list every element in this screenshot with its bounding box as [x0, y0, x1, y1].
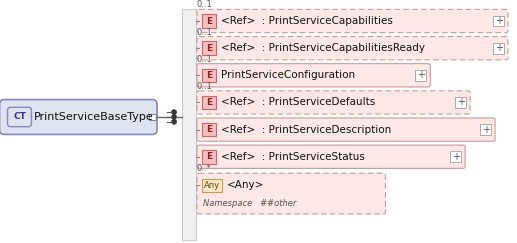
Circle shape	[172, 119, 176, 124]
Circle shape	[172, 110, 176, 114]
FancyBboxPatch shape	[197, 91, 470, 114]
Text: 0..1: 0..1	[197, 82, 212, 91]
FancyBboxPatch shape	[197, 118, 495, 141]
Text: PrintServiceConfiguration: PrintServiceConfiguration	[221, 70, 355, 80]
Text: Namespace   ##other: Namespace ##other	[203, 199, 296, 208]
Bar	[148, 113, 156, 120]
Text: +: +	[452, 152, 460, 162]
FancyBboxPatch shape	[197, 36, 508, 60]
FancyBboxPatch shape	[197, 64, 430, 87]
FancyBboxPatch shape	[8, 107, 32, 127]
Bar	[493, 43, 504, 53]
Text: 0..*: 0..*	[197, 164, 212, 173]
Text: <Ref>  : PrintServiceDefaults: <Ref> : PrintServiceDefaults	[221, 97, 375, 107]
FancyBboxPatch shape	[197, 9, 508, 33]
Bar	[202, 150, 216, 164]
Bar	[182, 9, 196, 240]
Text: <Ref>  : PrintServiceCapabilities: <Ref> : PrintServiceCapabilities	[221, 16, 393, 26]
Bar	[480, 124, 491, 135]
Bar	[202, 123, 216, 136]
Text: Any: Any	[204, 181, 220, 190]
Text: <Any>: <Any>	[227, 180, 264, 190]
Bar	[202, 179, 222, 192]
Text: E: E	[206, 17, 212, 26]
Bar	[493, 16, 504, 26]
Text: <Ref>  : PrintServiceDescription: <Ref> : PrintServiceDescription	[221, 125, 391, 135]
Text: <Ref>  : PrintServiceCapabilitiesReady: <Ref> : PrintServiceCapabilitiesReady	[221, 43, 425, 53]
FancyBboxPatch shape	[0, 100, 157, 134]
Bar	[450, 151, 461, 162]
Bar	[202, 14, 216, 28]
Bar	[455, 97, 466, 108]
Text: E: E	[206, 71, 212, 80]
Text: PrintServiceBaseType: PrintServiceBaseType	[34, 112, 153, 122]
Bar	[202, 69, 216, 82]
Text: E: E	[206, 125, 212, 134]
FancyBboxPatch shape	[197, 145, 465, 168]
Text: +: +	[495, 16, 503, 26]
Bar	[415, 70, 427, 81]
Text: CT: CT	[13, 113, 26, 122]
Text: <Ref>  : PrintServiceStatus: <Ref> : PrintServiceStatus	[221, 152, 365, 162]
Text: E: E	[206, 98, 212, 107]
Text: +: +	[482, 125, 490, 135]
FancyBboxPatch shape	[197, 173, 385, 214]
Text: +: +	[495, 43, 503, 53]
Text: +: +	[457, 97, 465, 107]
Bar	[202, 41, 216, 55]
Bar	[202, 96, 216, 109]
Text: E: E	[206, 152, 212, 161]
Text: E: E	[206, 44, 212, 53]
Circle shape	[172, 114, 176, 119]
Text: 0..1: 0..1	[197, 0, 212, 9]
Text: 0..1: 0..1	[197, 55, 212, 64]
Text: 0..1: 0..1	[197, 27, 212, 36]
Text: +: +	[417, 70, 425, 80]
